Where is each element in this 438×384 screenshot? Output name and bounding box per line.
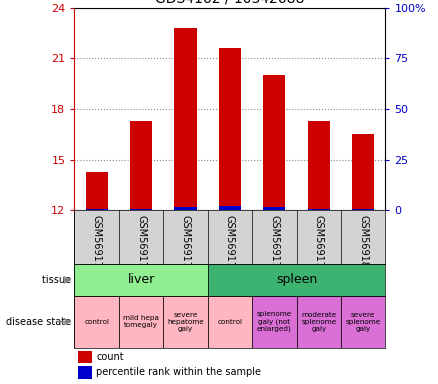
Bar (341, 296, 385, 348)
Text: count: count (96, 352, 124, 362)
Bar (130, 121, 152, 210)
Bar (85, 172, 108, 210)
Text: tissue: tissue (42, 275, 74, 285)
Text: GSM569180: GSM569180 (358, 215, 368, 274)
Text: disease state: disease state (6, 316, 74, 327)
Bar (307, 121, 330, 210)
Text: spleen: spleen (276, 273, 317, 286)
Bar (163, 296, 208, 348)
Bar (78, 351, 92, 363)
Bar (219, 48, 241, 210)
Text: control: control (84, 319, 109, 324)
Text: GSM569175: GSM569175 (136, 215, 146, 274)
Bar (263, 75, 286, 210)
Text: GSM569174: GSM569174 (92, 215, 102, 274)
Bar (263, 207, 286, 210)
Bar (78, 366, 92, 379)
Text: liver: liver (127, 273, 155, 286)
Title: GDS4162 / 10342688: GDS4162 / 10342688 (155, 0, 305, 5)
Bar (174, 207, 197, 210)
Bar (119, 296, 163, 348)
Bar (208, 264, 385, 296)
Text: mild hepa
tomegaly: mild hepa tomegaly (123, 315, 159, 328)
Bar (130, 209, 152, 210)
Text: severe
hepatome
galy: severe hepatome galy (167, 311, 204, 332)
Bar (74, 296, 119, 348)
Bar (307, 209, 330, 210)
Text: percentile rank within the sample: percentile rank within the sample (96, 367, 261, 377)
Text: severe
splenome
galy: severe splenome galy (346, 311, 381, 332)
Text: splenome
galy (not
enlarged): splenome galy (not enlarged) (257, 311, 292, 332)
Bar (352, 134, 374, 210)
Bar (85, 209, 108, 210)
Bar (174, 28, 197, 210)
Text: control: control (217, 319, 243, 324)
Text: GSM569177: GSM569177 (225, 215, 235, 274)
Bar (208, 296, 252, 348)
Bar (352, 209, 374, 210)
Bar (74, 264, 208, 296)
Bar (297, 296, 341, 348)
Text: GSM569179: GSM569179 (314, 215, 324, 274)
Text: GSM569176: GSM569176 (180, 215, 191, 274)
Bar (252, 296, 297, 348)
Bar (219, 206, 241, 210)
Text: moderate
splenome
galy: moderate splenome galy (301, 311, 336, 332)
Text: GSM569178: GSM569178 (269, 215, 279, 274)
